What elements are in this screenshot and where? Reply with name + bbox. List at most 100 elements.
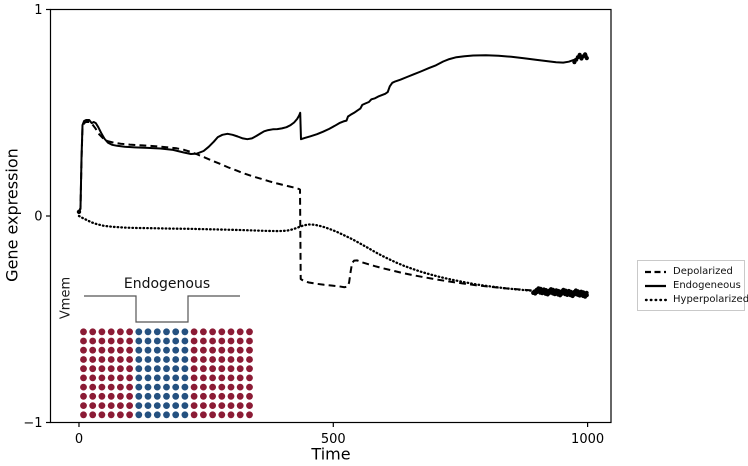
cell-dot-hyperpolarized xyxy=(153,346,161,354)
cell-dot-depolarized xyxy=(117,374,124,382)
cell-dot-depolarized xyxy=(227,356,235,363)
cell-dot-hyperpolarized xyxy=(153,328,161,336)
cell-dot-hyperpolarized xyxy=(181,365,189,373)
cell-dot-depolarized xyxy=(107,356,115,363)
y-tick-label: 1 xyxy=(34,3,42,18)
inset-cell-grid xyxy=(80,328,253,419)
series-endogeneous xyxy=(76,52,589,215)
cell-dot-hyperpolarized xyxy=(153,411,161,419)
cell-dot-hyperpolarized xyxy=(181,356,189,363)
cell-dot-depolarized xyxy=(98,365,106,373)
cell-dot-depolarized xyxy=(209,356,217,363)
series-end-marker xyxy=(581,290,586,295)
series-end-marker xyxy=(568,289,573,294)
cell-dot-hyperpolarized xyxy=(163,346,170,354)
series-end-marker xyxy=(556,288,561,294)
cell-dot-hyperpolarized xyxy=(163,365,170,373)
cell-dot-depolarized xyxy=(190,356,198,363)
cell-dot-depolarized xyxy=(89,411,97,419)
legend-label: Hyperpolarized xyxy=(673,294,748,305)
cell-dot-depolarized xyxy=(209,337,217,345)
cell-dot-depolarized xyxy=(98,337,106,345)
cell-dot-depolarized xyxy=(107,337,115,345)
cell-dot-hyperpolarized xyxy=(135,392,143,400)
cell-dot-hyperpolarized xyxy=(144,383,152,391)
cell-dot-depolarized xyxy=(117,328,124,336)
cell-dot-depolarized xyxy=(117,411,124,419)
legend-item-depolarized: Depolarized xyxy=(644,266,740,277)
cell-dot-depolarized xyxy=(80,337,87,345)
cell-dot-depolarized xyxy=(236,392,244,400)
series-line xyxy=(77,214,589,296)
cell-dot-hyperpolarized xyxy=(181,328,189,336)
cell-dot-hyperpolarized xyxy=(135,346,143,354)
series-line xyxy=(78,54,588,213)
cell-dot-depolarized xyxy=(200,356,207,363)
cell-dot-depolarized xyxy=(80,383,87,391)
cell-dot-hyperpolarized xyxy=(172,383,180,391)
cell-dot-depolarized xyxy=(190,328,198,336)
cell-dot-depolarized xyxy=(89,328,97,336)
cell-dot-depolarized xyxy=(200,411,207,419)
cell-dot-depolarized xyxy=(117,356,124,363)
series-end-marker xyxy=(543,288,549,293)
cell-dot-depolarized xyxy=(246,383,253,391)
cell-dot-depolarized xyxy=(89,356,97,363)
cell-dot-depolarized xyxy=(227,346,235,354)
cell-dot-depolarized xyxy=(227,411,235,419)
cell-dot-depolarized xyxy=(200,365,207,373)
y-tick-label: 0 xyxy=(34,210,42,225)
cell-dot-depolarized xyxy=(98,402,106,409)
dashed-line-icon xyxy=(645,270,666,273)
cell-dot-hyperpolarized xyxy=(172,365,180,373)
cell-dot-depolarized xyxy=(117,346,124,354)
plot-border xyxy=(49,8,612,424)
cell-dot-depolarized xyxy=(80,346,87,354)
cell-dot-depolarized xyxy=(218,337,226,345)
cell-dot-depolarized xyxy=(98,411,106,419)
cell-dot-depolarized xyxy=(107,328,115,336)
cell-dot-depolarized xyxy=(89,383,97,391)
cell-dot-depolarized xyxy=(218,383,226,391)
cell-dot-depolarized xyxy=(246,365,253,373)
cell-dot-hyperpolarized xyxy=(172,392,180,400)
cell-dot-depolarized xyxy=(200,374,207,382)
cell-dot-hyperpolarized xyxy=(163,411,170,419)
dotted-line-icon xyxy=(644,298,667,301)
cell-dot-depolarized xyxy=(190,374,198,382)
cell-dot-depolarized xyxy=(80,402,87,409)
cell-dot-depolarized xyxy=(236,328,244,336)
series-line xyxy=(78,121,588,295)
axis-ticks: 0 500 1000 1 0 −1 xyxy=(23,3,604,447)
cell-dot-hyperpolarized xyxy=(172,374,180,382)
cell-dot-depolarized xyxy=(218,374,226,382)
cell-dot-hyperpolarized xyxy=(153,374,161,382)
cell-dot-depolarized xyxy=(126,365,133,373)
legend: Depolarized Endogeneous Hyperpolarized xyxy=(637,260,748,311)
cell-dot-hyperpolarized xyxy=(153,392,161,400)
cell-dot-hyperpolarized xyxy=(163,392,170,400)
cell-dot-depolarized xyxy=(107,402,115,409)
cell-dot-hyperpolarized xyxy=(181,402,189,409)
cell-dot-hyperpolarized xyxy=(181,337,189,345)
x-tick-label: 500 xyxy=(321,432,346,447)
cell-dot-depolarized xyxy=(190,402,198,409)
cell-dot-hyperpolarized xyxy=(153,337,161,345)
cell-dot-depolarized xyxy=(98,356,106,363)
cell-dot-hyperpolarized xyxy=(153,383,161,391)
cell-dot-hyperpolarized xyxy=(172,346,180,354)
cell-dot-depolarized xyxy=(246,374,253,382)
cell-dot-hyperpolarized xyxy=(144,337,152,345)
cell-dot-hyperpolarized xyxy=(144,328,152,336)
cell-dot-hyperpolarized xyxy=(172,337,180,345)
cell-dot-depolarized xyxy=(200,392,207,400)
cell-dot-depolarized xyxy=(218,392,226,400)
cell-dot-hyperpolarized xyxy=(135,411,143,419)
cell-dot-depolarized xyxy=(126,374,133,382)
cell-dot-hyperpolarized xyxy=(172,356,180,363)
cell-dot-depolarized xyxy=(107,392,115,400)
cell-dot-depolarized xyxy=(236,402,244,409)
cell-dot-depolarized xyxy=(126,392,133,400)
